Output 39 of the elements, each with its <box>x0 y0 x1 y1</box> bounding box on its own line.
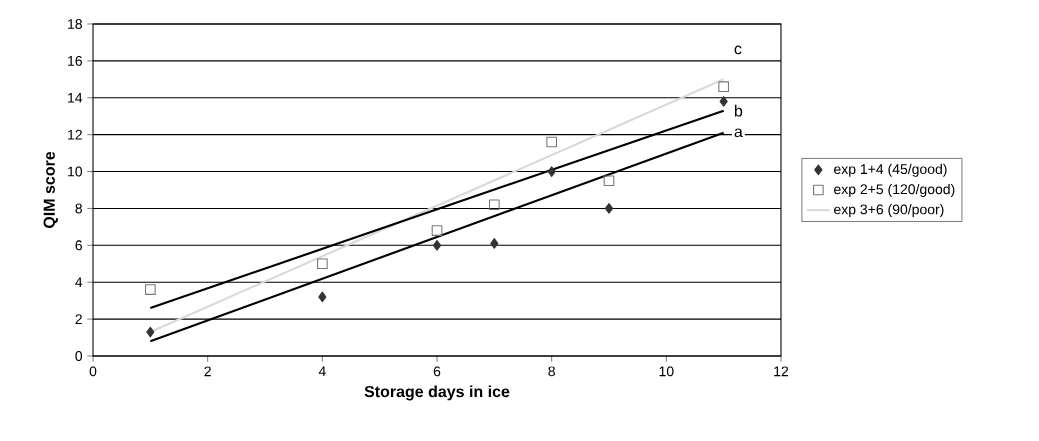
y-tick-label: 14 <box>68 92 83 103</box>
x-tick-label: 12 <box>774 366 789 377</box>
point <box>719 96 728 107</box>
point <box>432 239 442 251</box>
x-tick-label: 0 <box>89 366 97 377</box>
y-axis-title: QIM score <box>43 151 58 229</box>
point <box>604 203 614 214</box>
annotation: a <box>734 128 743 138</box>
x-tick-label: 4 <box>318 366 326 377</box>
point <box>547 166 556 177</box>
point <box>603 175 615 187</box>
x-axis-title: Storage days in ice <box>364 385 510 401</box>
legend-label: exp 2+5 (120/good) <box>834 183 955 197</box>
y-tick-label: 4 <box>75 277 83 288</box>
x-tick-label: 8 <box>548 366 555 377</box>
y-tick-label: 10 <box>68 166 83 177</box>
point <box>317 258 328 270</box>
y-tick-label: 8 <box>75 203 82 214</box>
x-tick-label: 2 <box>204 366 211 377</box>
x-tick-label: 6 <box>433 366 441 377</box>
x-tick-label: 10 <box>659 366 674 377</box>
y-tick-label: 0 <box>75 351 83 361</box>
y-tick-label: 2 <box>75 314 82 324</box>
y-tick-label: 16 <box>68 55 82 66</box>
point <box>718 81 730 93</box>
point <box>145 284 156 295</box>
legend-label: exp 1+4 (45/good) <box>834 163 947 177</box>
y-tick-label: 12 <box>68 129 82 140</box>
annotation: b <box>734 104 743 117</box>
y-tick-label: 18 <box>68 19 82 29</box>
annotation: c <box>734 45 742 55</box>
legend-label: exp 3+6 (90/poor) <box>834 204 944 218</box>
point <box>489 199 500 211</box>
point <box>490 238 499 249</box>
point <box>546 136 558 148</box>
point <box>431 225 443 236</box>
y-tick-label: 6 <box>75 240 82 251</box>
point <box>318 291 327 303</box>
point <box>146 326 155 338</box>
